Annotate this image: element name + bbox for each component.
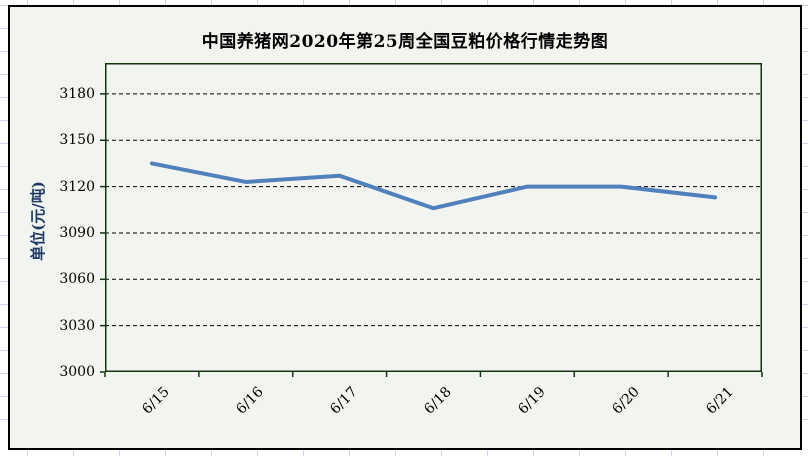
x-tick-label: 6/15 (139, 384, 174, 418)
plot-area (100, 63, 763, 377)
x-tick-label: 6/21 (702, 384, 737, 418)
y-axis-tick-labels: 3000 3030 3060 3090 3120 3150 3180 (10, 63, 95, 380)
x-tick-label: 6/20 (608, 384, 643, 418)
plot-border (105, 63, 762, 372)
y-tick-label: 3150 (59, 132, 95, 149)
price-series-line[interactable] (149, 161, 718, 211)
y-tick-label: 3060 (59, 271, 95, 288)
chart-title: 中国养猪网2020年第25周全国豆粕价格行情走势图 (201, 32, 609, 52)
x-tick-label: 6/19 (515, 384, 549, 418)
y-tick-label: 3120 (59, 178, 95, 195)
x-tick-label: 6/18 (421, 384, 455, 418)
chart-object[interactable]: 中国养猪网2020年第25周全国豆粕价格行情走势图 单位(元/吨) 3000 30… (8, 5, 802, 450)
y-tick-label: 3180 (59, 85, 95, 102)
y-tick-label: 3030 (59, 317, 95, 334)
x-tick-label: 6/16 (233, 384, 268, 418)
y-tick-label: 3000 (59, 364, 95, 380)
y-tick-label: 3090 (59, 224, 95, 241)
x-axis-tick-labels: 6/15 6/16 6/17 6/18 6/19 6/20 6/21 (105, 372, 762, 442)
x-tick-label: 6/17 (327, 384, 361, 418)
